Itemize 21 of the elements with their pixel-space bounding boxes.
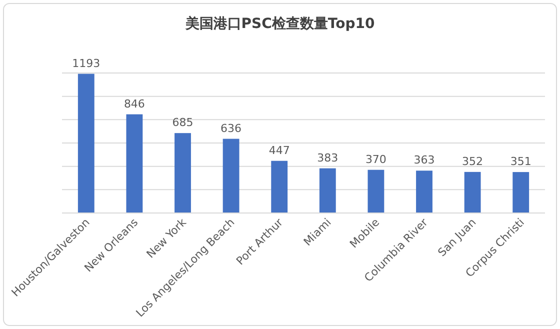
data-label: 352 <box>462 154 484 168</box>
bar <box>368 170 384 213</box>
data-label: 447 <box>268 144 290 157</box>
bar <box>174 133 191 213</box>
bar <box>464 172 481 213</box>
bar <box>416 170 432 213</box>
data-label: 1193 <box>72 56 100 70</box>
data-label: 370 <box>365 152 386 166</box>
data-label: 383 <box>317 151 338 164</box>
data-label: 351 <box>510 155 532 168</box>
bar <box>222 138 240 213</box>
bar <box>271 160 288 213</box>
bar <box>78 74 94 213</box>
bar <box>319 168 336 213</box>
bar <box>126 114 143 213</box>
data-label: 636 <box>220 122 242 135</box>
chart-title: 美国港口PSC检查数量Top10 <box>184 15 375 32</box>
data-label: 846 <box>124 97 145 110</box>
data-label: 685 <box>172 116 194 130</box>
bar <box>512 172 530 213</box>
data-label: 363 <box>414 154 435 167</box>
